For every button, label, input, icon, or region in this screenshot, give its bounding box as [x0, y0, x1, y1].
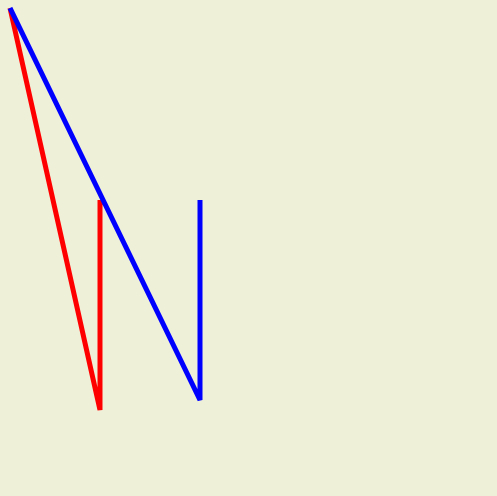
- red-polyline: [7, 7, 103, 411]
- blue-polyline: [7, 6, 203, 402]
